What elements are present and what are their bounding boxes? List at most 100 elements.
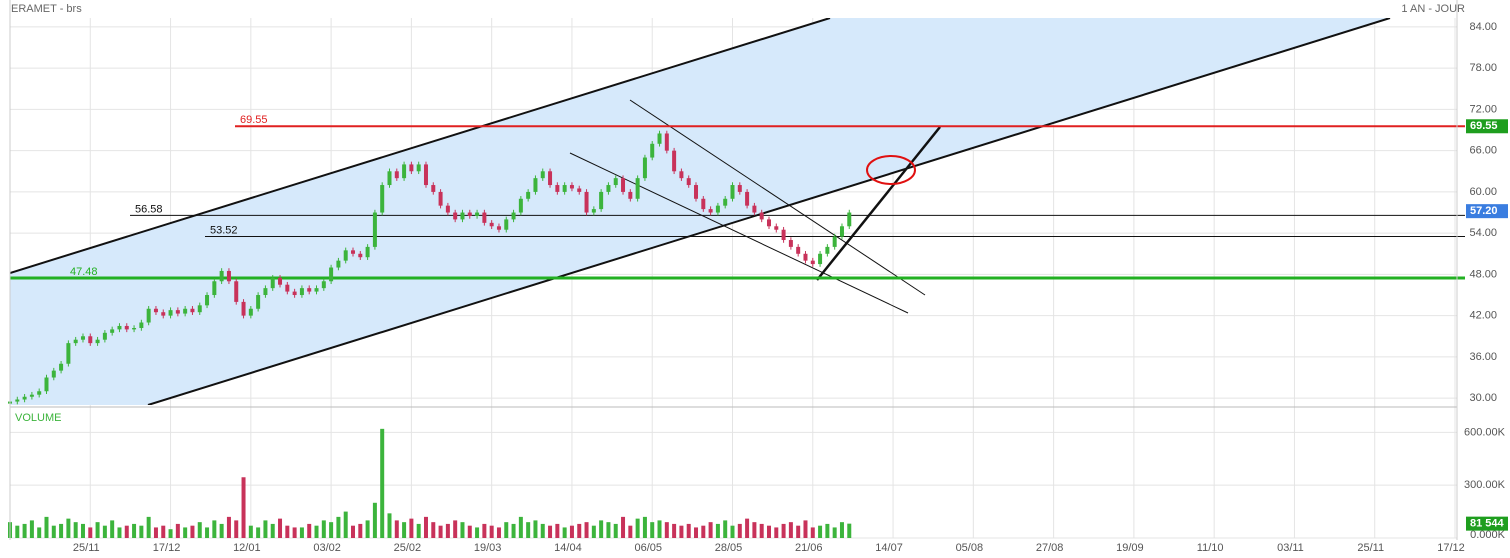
level-label: 69.55 [240,114,268,126]
volume-bar [351,525,356,538]
volume-bar [445,523,450,538]
channel-fill [10,18,1390,405]
x-tick-label: 27/08 [1036,542,1064,554]
candle-body [548,171,553,186]
candle-body [117,325,122,330]
volume-bar [161,525,166,538]
volume-bar [102,525,107,538]
candle-body [153,308,158,313]
chart-title: ERAMET - brs [11,3,82,15]
candle-body [256,295,261,309]
volume-bar [555,523,560,538]
y-tick-label: 72.00 [1469,103,1497,115]
candle-body [482,212,487,223]
volume-bar [307,523,312,538]
candle-body [730,185,735,199]
volume-bar [285,525,290,538]
volume-bar [22,523,27,538]
candle-body [358,253,363,258]
volume-bar [518,516,523,538]
volume-bar [635,518,640,538]
x-tick-label: 25/11 [73,542,100,554]
candle-body [197,305,202,313]
candle-body [139,322,144,329]
x-tick-label: 19/09 [1116,542,1144,554]
trendline [569,152,909,314]
volume-bar [190,525,195,538]
candle-body [708,209,713,213]
candle-body [241,301,246,316]
x-tick-label: 11/10 [1197,542,1224,554]
x-tick-label: 03/02 [313,542,341,554]
candle-body [752,205,757,213]
candle-body [555,185,560,192]
volume-bar [394,520,399,538]
highlight-circle [866,155,916,185]
volume-bar [248,525,253,538]
x-tick-label: 14/07 [875,542,903,554]
candle-body [80,336,85,340]
candle-body [292,291,297,296]
candle-body [423,164,428,186]
volume-bar [730,525,735,538]
volume-bar [766,525,771,538]
x-tick-label: 17/12 [153,542,181,554]
volume-bar [219,523,224,538]
volume-bar [263,520,268,538]
candle-body [518,198,523,213]
volume-bar [256,527,261,538]
volume-bar [694,527,699,538]
volume-bar [117,527,122,538]
candle-body [599,191,604,210]
x-tick-label: 17/12 [1437,542,1465,554]
candle-body [22,396,27,400]
candle-body [102,332,107,340]
candle-body [73,339,78,344]
candle-body [832,236,837,247]
volume-bar [533,520,538,538]
volume-bar [562,527,567,538]
volume-bar [278,518,283,538]
x-tick-label: 14/04 [554,542,582,554]
volume-bar [650,522,655,538]
volume-bar [540,523,545,538]
candle-body [37,391,42,395]
candle-body [343,250,348,261]
candle-body [219,270,224,282]
candle-body [438,191,443,206]
candle-body [351,250,356,254]
volume-bar [37,527,42,538]
volume-bar [759,523,764,538]
volume-bar [423,516,428,538]
candle-body [569,185,574,189]
candle-body [29,394,34,397]
candle-body [504,219,509,230]
candle-body [234,281,239,302]
candle-body [380,185,385,213]
volume-bar [591,525,596,538]
candle-body [657,133,662,144]
volume-bar [482,523,487,538]
candle-body [635,178,640,199]
volume-bar [241,477,246,538]
candle-body [263,288,268,296]
candle-body [205,295,210,306]
y-tick-label: 0.000K [1470,529,1506,541]
volume-bar [628,525,633,538]
candle-body [190,308,195,313]
y-tick-label: 78.00 [1469,62,1497,74]
candle-body [606,185,611,192]
volume-bar [584,522,589,538]
volume-bar [438,525,443,538]
x-tick-label: 25/02 [394,542,422,554]
candle-body [321,281,326,289]
candle-body [650,143,655,158]
volume-bar [80,523,85,538]
candle-body [314,288,319,292]
y-tick-label: 84.00 [1469,21,1497,33]
volume-bar [175,523,180,538]
candle-body [664,133,669,151]
volume-bar [475,527,480,538]
marks [8,130,852,538]
volume-bar [460,522,465,538]
